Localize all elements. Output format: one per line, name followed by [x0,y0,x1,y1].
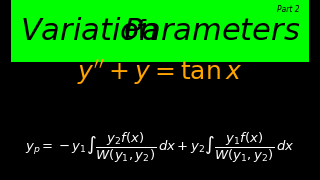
Text: $y_p = -y_1\int \dfrac{y_2 f(x)}{W(y_1, y_2)}\,dx + y_2\int \dfrac{y_1 f(x)}{W(y: $y_p = -y_1\int \dfrac{y_2 f(x)}{W(y_1, … [25,130,295,165]
Text: $\it{Variation}$: $\it{Variation}$ [20,17,157,46]
FancyBboxPatch shape [11,0,309,62]
Text: $\it{Parameters}$: $\it{Parameters}$ [123,17,300,46]
Text: $y'' + y = \tan x$: $y'' + y = \tan x$ [77,58,243,87]
Text: Part 2: Part 2 [277,4,300,14]
Text: of: of [123,19,146,43]
